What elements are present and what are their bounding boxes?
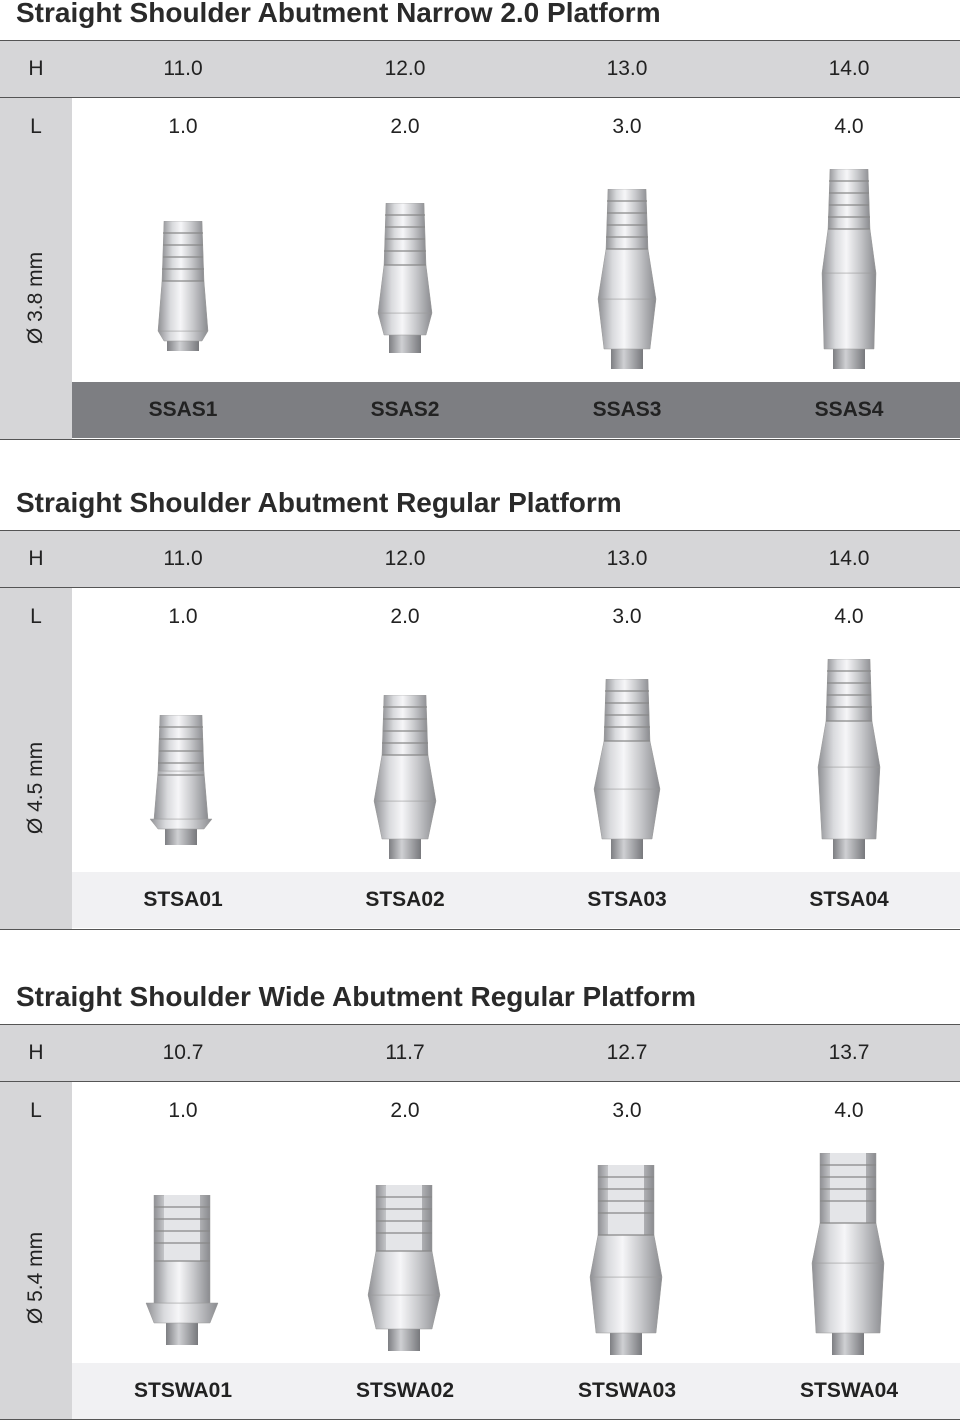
diameter-label: Ø 5.4 mm [24,1231,47,1325]
product-code: STSA04 [809,888,889,911]
length-label: L [30,1099,42,1122]
length-value: 2.0 [390,115,420,138]
height-value: 12.0 [384,57,426,80]
abutment-image-stswa03 [589,1165,663,1355]
product-code: SSAS1 [148,398,218,421]
diameter-column: L Ø 3.8 mm [0,98,72,439]
abutment-image-stswa04 [811,1153,885,1355]
product-code: STSWA03 [577,1379,677,1402]
height-label: H [28,547,44,570]
length-value: 2.0 [390,605,420,628]
height-value: 12.0 [384,547,426,570]
height-value: 13.0 [606,57,648,80]
abutment-image-ssas3 [597,189,657,369]
height-label: H [28,1041,44,1064]
diameter-label: Ø 3.8 mm [24,251,47,345]
abutment-image-stsa01 [149,715,213,845]
abutment-image-stsa04 [817,659,881,859]
height-row: H 10.7 11.7 12.7 13.7 [0,1025,960,1082]
height-row: H 11.0 12.0 13.0 14.0 [0,531,960,588]
height-value: 14.0 [828,547,870,570]
spec-table: H 11.0 12.0 13.0 14.0 L Ø 3.8 mm 1.0 2.0… [0,40,960,440]
product-code: STSWA04 [799,1379,899,1402]
height-value: 11.7 [385,1041,425,1064]
abutment-image-ssas4 [821,169,877,369]
length-value: 1.0 [168,605,198,628]
abutment-image-ssas2 [377,203,433,353]
length-value: 4.0 [834,605,864,628]
length-value: 3.0 [612,1099,642,1122]
product-code-bar: SSAS1 SSAS2 SSAS3 SSAS4 [72,382,960,438]
product-code: SSAS4 [814,398,884,421]
height-label: H [28,57,44,80]
section-title: Straight Shoulder Abutment Regular Platf… [16,487,622,518]
diameter-column: L Ø 4.5 mm [0,588,72,929]
product-code: STSWA02 [355,1379,455,1402]
abutment-image-ssas1 [157,221,209,351]
abutment-image-stswa02 [367,1185,441,1351]
height-value: 13.7 [828,1041,870,1064]
length-value: 2.0 [390,1099,420,1122]
height-value: 11.0 [163,547,203,570]
spec-table: H 10.7 11.7 12.7 13.7 L Ø 5.4 mm 1.0 2.0… [0,1024,960,1420]
length-label: L [30,605,42,628]
diameter-column: L Ø 5.4 mm [0,1082,72,1419]
height-value: 10.7 [162,1041,204,1064]
length-value: 4.0 [834,115,864,138]
product-code-bar: STSWA01 STSWA02 STSWA03 STSWA04 [72,1363,960,1419]
height-value: 12.7 [606,1041,648,1064]
length-value: 3.0 [612,115,642,138]
product-code: SSAS2 [370,398,440,421]
height-value: 11.0 [163,57,203,80]
height-row: H 11.0 12.0 13.0 14.0 [0,41,960,98]
height-value: 14.0 [828,57,870,80]
product-code-bar: STSA01 STSA02 STSA03 STSA04 [72,872,960,928]
abutment-image-stsa02 [373,695,437,859]
height-value: 13.0 [606,547,648,570]
product-code: STSWA01 [133,1379,233,1402]
product-code: STSA01 [143,888,223,911]
abutment-image-stswa01 [145,1195,219,1345]
spec-table: H 11.0 12.0 13.0 14.0 L Ø 4.5 mm 1.0 2.0… [0,530,960,930]
section-title: Straight Shoulder Abutment Narrow 2.0 Pl… [16,0,661,28]
product-code: STSA02 [365,888,445,911]
product-code: STSA03 [587,888,667,911]
length-value: 1.0 [168,1099,198,1122]
length-value: 1.0 [168,115,198,138]
product-code: SSAS3 [592,398,662,421]
diameter-label: Ø 4.5 mm [24,741,47,835]
abutment-image-stsa03 [593,679,661,859]
length-value: 3.0 [612,605,642,628]
length-label: L [30,115,42,138]
length-value: 4.0 [834,1099,864,1122]
section-title: Straight Shoulder Wide Abutment Regular … [16,981,697,1012]
